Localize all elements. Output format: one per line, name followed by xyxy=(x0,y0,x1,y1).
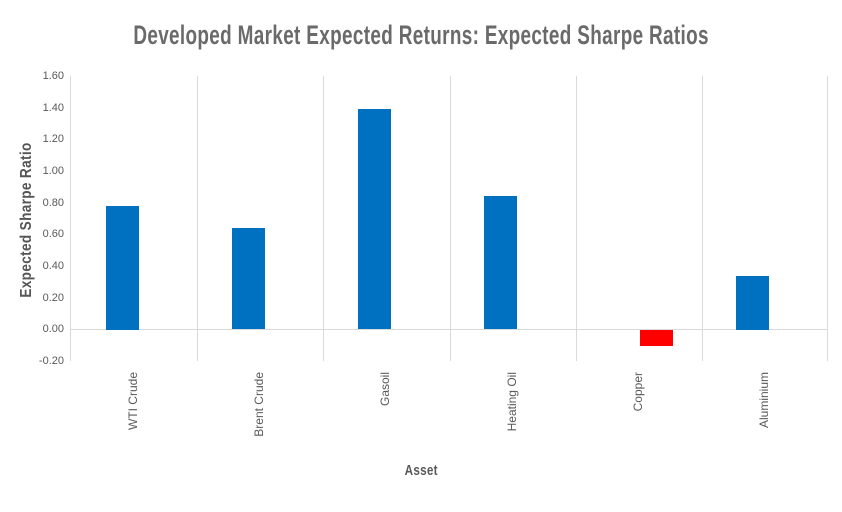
vertical-gridline xyxy=(702,76,703,361)
plot-area xyxy=(70,76,828,361)
x-category-label-gasoil: Gasoil xyxy=(378,372,392,407)
vertical-gridline xyxy=(450,76,451,361)
zero-axis-line xyxy=(71,329,828,330)
y-tick-label: 0.80 xyxy=(42,197,64,209)
x-category-label-brent-crude: Brent Crude xyxy=(252,372,266,437)
y-tick-label: 0.60 xyxy=(42,228,64,240)
bar-gasoil xyxy=(358,109,391,329)
bar-wti-crude xyxy=(106,206,139,330)
chart-title: Developed Market Expected Returns: Expec… xyxy=(0,20,842,51)
bar-aluminium xyxy=(736,276,769,330)
bar-brent-crude xyxy=(232,228,265,329)
y-tick-label: 0.20 xyxy=(42,292,64,304)
y-tick-label: -0.20 xyxy=(38,355,64,367)
y-tick-label: 0.00 xyxy=(42,323,64,335)
y-tick-label: 1.40 xyxy=(42,102,64,114)
x-axis-title-text: Asset xyxy=(404,462,438,479)
vertical-gridline xyxy=(197,76,198,361)
chart-title-text: Developed Market Expected Returns: Expec… xyxy=(133,20,709,50)
y-tick-label: 1.00 xyxy=(42,165,64,177)
vertical-gridline xyxy=(576,76,577,361)
y-tick-label: 1.60 xyxy=(42,70,64,82)
y-tick-label: 1.20 xyxy=(42,133,64,145)
x-axis-title: Asset xyxy=(0,462,842,480)
x-category-label-aluminium: Aluminium xyxy=(757,372,771,429)
bar-copper xyxy=(640,330,673,346)
vertical-gridline xyxy=(827,76,828,361)
y-tick-label: 0.40 xyxy=(42,260,64,272)
x-category-label-wti-crude: WTI Crude xyxy=(126,372,140,431)
x-category-label-heating-oil: Heating Oil xyxy=(505,372,519,432)
bar-heating-oil xyxy=(484,196,517,329)
x-category-label-copper: Copper xyxy=(631,372,645,412)
vertical-gridline xyxy=(323,76,324,361)
